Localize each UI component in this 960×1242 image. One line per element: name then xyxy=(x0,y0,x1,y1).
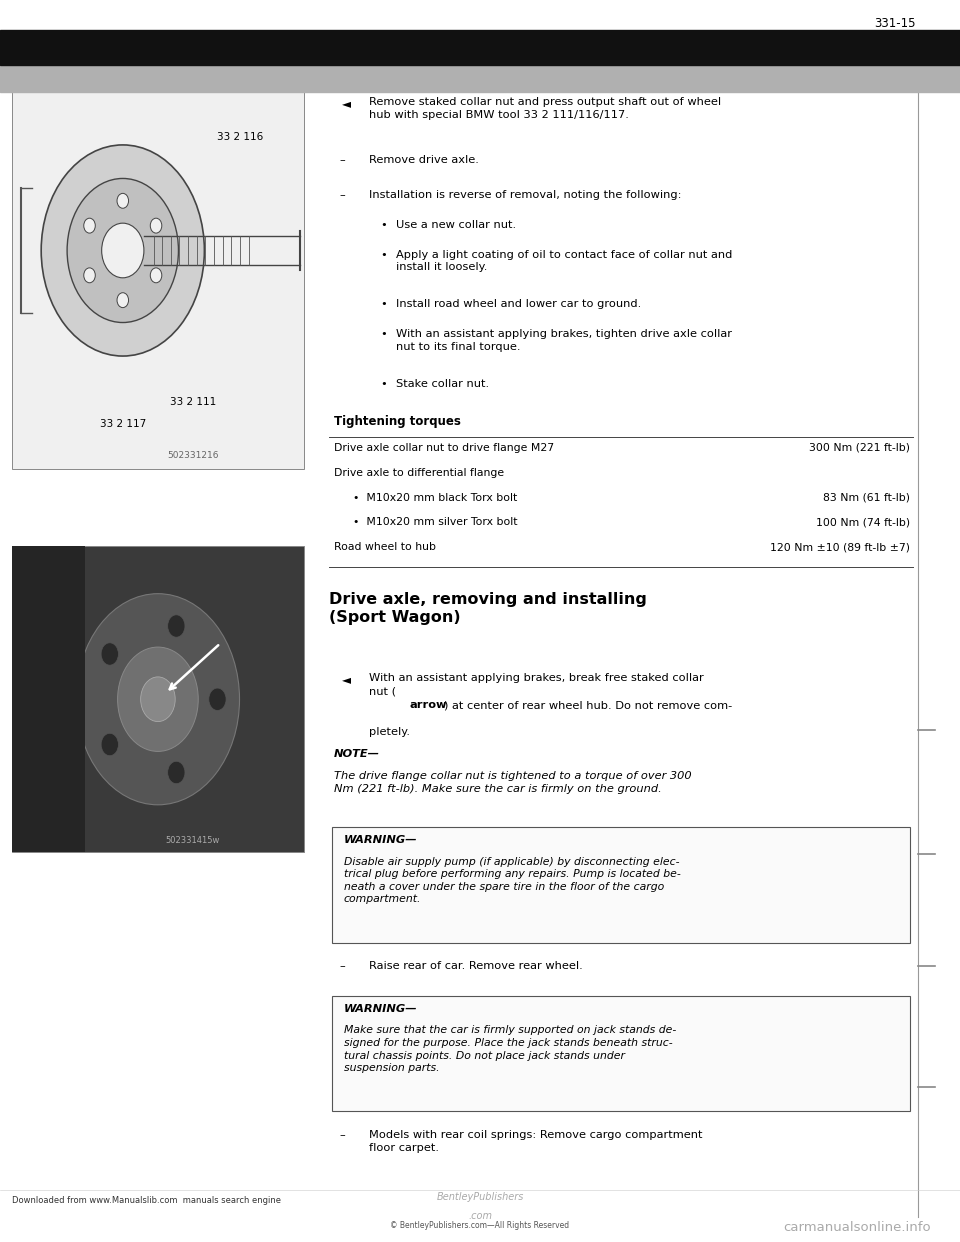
Text: Final Drive: Final Drive xyxy=(825,71,914,86)
Text: pletely.: pletely. xyxy=(369,727,410,737)
Text: 33 2 117: 33 2 117 xyxy=(100,419,146,430)
Circle shape xyxy=(41,145,204,356)
Text: •: • xyxy=(380,379,387,389)
Bar xyxy=(332,827,910,943)
Bar xyxy=(332,996,910,1112)
Text: •: • xyxy=(380,250,387,260)
Circle shape xyxy=(101,643,118,666)
Circle shape xyxy=(168,761,185,784)
Text: 33 2 111: 33 2 111 xyxy=(170,396,216,406)
Text: BentleyPublishers: BentleyPublishers xyxy=(436,1192,524,1202)
Text: •  M10x20 mm black Torx bolt: • M10x20 mm black Torx bolt xyxy=(353,493,517,503)
Text: Apply a light coating of oil to contact face of collar nut and
install it loosel: Apply a light coating of oil to contact … xyxy=(396,250,732,272)
Text: Tightening torques: Tightening torques xyxy=(334,415,461,427)
Circle shape xyxy=(67,179,179,323)
Text: •  M10x20 mm silver Torx bolt: • M10x20 mm silver Torx bolt xyxy=(353,518,517,528)
Text: Raise rear of car. Remove rear wheel.: Raise rear of car. Remove rear wheel. xyxy=(369,961,583,971)
Text: NOTE—: NOTE— xyxy=(334,749,380,759)
Circle shape xyxy=(84,268,95,283)
Text: Disable air supply pump (if applicable) by disconnecting elec-
trical plug befor: Disable air supply pump (if applicable) … xyxy=(344,857,681,904)
Circle shape xyxy=(117,194,129,209)
Text: ) at center of rear wheel hub. Do not remove com-: ) at center of rear wheel hub. Do not re… xyxy=(444,700,732,710)
Text: –: – xyxy=(340,155,346,165)
Text: 300 Nm (221 ft-lb): 300 Nm (221 ft-lb) xyxy=(809,443,910,453)
Text: 502331415w: 502331415w xyxy=(166,836,220,845)
Text: arrow: arrow xyxy=(410,700,447,710)
Bar xyxy=(0,30,960,65)
Bar xyxy=(12,546,304,852)
Text: –: – xyxy=(340,1130,346,1140)
Circle shape xyxy=(101,733,118,755)
Text: WARNING—: WARNING— xyxy=(344,1004,418,1013)
Text: 502331216: 502331216 xyxy=(167,451,219,460)
Text: With an assistant applying brakes, tighten drive axle collar
nut to its final to: With an assistant applying brakes, tight… xyxy=(396,329,732,351)
Text: Stake collar nut.: Stake collar nut. xyxy=(396,379,490,389)
Circle shape xyxy=(141,677,176,722)
Text: 120 Nm ±10 (89 ft-lb ±7): 120 Nm ±10 (89 ft-lb ±7) xyxy=(770,543,910,553)
Circle shape xyxy=(117,293,129,308)
Text: 33 2 116: 33 2 116 xyxy=(217,132,263,143)
Bar xyxy=(12,546,84,852)
Circle shape xyxy=(84,219,95,233)
Text: Downloaded from www.Manualslib.com  manuals search engine: Downloaded from www.Manualslib.com manua… xyxy=(12,1196,280,1205)
Text: carmanualsonline.info: carmanualsonline.info xyxy=(783,1221,931,1233)
Text: Drive axle collar nut to drive flange M27: Drive axle collar nut to drive flange M2… xyxy=(334,443,554,453)
Circle shape xyxy=(151,219,162,233)
Text: Drive axle to differential flange: Drive axle to differential flange xyxy=(334,468,504,478)
Text: Remove drive axle.: Remove drive axle. xyxy=(369,155,478,165)
Circle shape xyxy=(118,647,199,751)
Text: With an assistant applying brakes, break free staked collar
nut (: With an assistant applying brakes, break… xyxy=(369,673,704,697)
Text: –: – xyxy=(340,190,346,200)
Text: Road wheel to hub: Road wheel to hub xyxy=(334,543,436,553)
Circle shape xyxy=(208,688,227,710)
Circle shape xyxy=(77,594,240,805)
Circle shape xyxy=(102,224,144,278)
Text: Use a new collar nut.: Use a new collar nut. xyxy=(396,220,516,230)
Text: –: – xyxy=(340,961,346,971)
Text: Make sure that the car is firmly supported on jack stands de-
signed for the pur: Make sure that the car is firmly support… xyxy=(344,1026,676,1073)
Text: 83 Nm (61 ft-lb): 83 Nm (61 ft-lb) xyxy=(823,493,910,503)
Text: ◄: ◄ xyxy=(342,97,350,109)
Text: Remove staked collar nut and press output shaft out of wheel
hub with special BM: Remove staked collar nut and press outpu… xyxy=(369,97,721,120)
Text: 331-15: 331-15 xyxy=(875,17,916,30)
Text: Models with rear coil springs: Remove cargo compartment
floor carpet.: Models with rear coil springs: Remove ca… xyxy=(369,1130,702,1153)
Text: The drive flange collar nut is tightened to a torque of over 300
Nm (221 ft-lb).: The drive flange collar nut is tightened… xyxy=(334,771,692,794)
Text: © BentleyPublishers.com—All Rights Reserved: © BentleyPublishers.com—All Rights Reser… xyxy=(391,1221,569,1230)
Text: •: • xyxy=(380,220,387,230)
Text: ◄: ◄ xyxy=(342,673,350,687)
Text: WARNING—: WARNING— xyxy=(344,835,418,845)
Text: 100 Nm (74 ft-lb): 100 Nm (74 ft-lb) xyxy=(816,518,910,528)
Circle shape xyxy=(168,615,185,637)
Text: •: • xyxy=(380,329,387,339)
Text: Install road wheel and lower car to ground.: Install road wheel and lower car to grou… xyxy=(396,299,641,309)
Text: Installation is reverse of removal, noting the following:: Installation is reverse of removal, noti… xyxy=(369,190,682,200)
Circle shape xyxy=(151,268,162,283)
Text: Drive axle, removing and installing
(Sport Wagon): Drive axle, removing and installing (Spo… xyxy=(329,592,647,625)
Bar xyxy=(0,65,960,92)
Text: .com: .com xyxy=(468,1211,492,1221)
Text: •: • xyxy=(380,299,387,309)
Bar xyxy=(12,92,304,469)
